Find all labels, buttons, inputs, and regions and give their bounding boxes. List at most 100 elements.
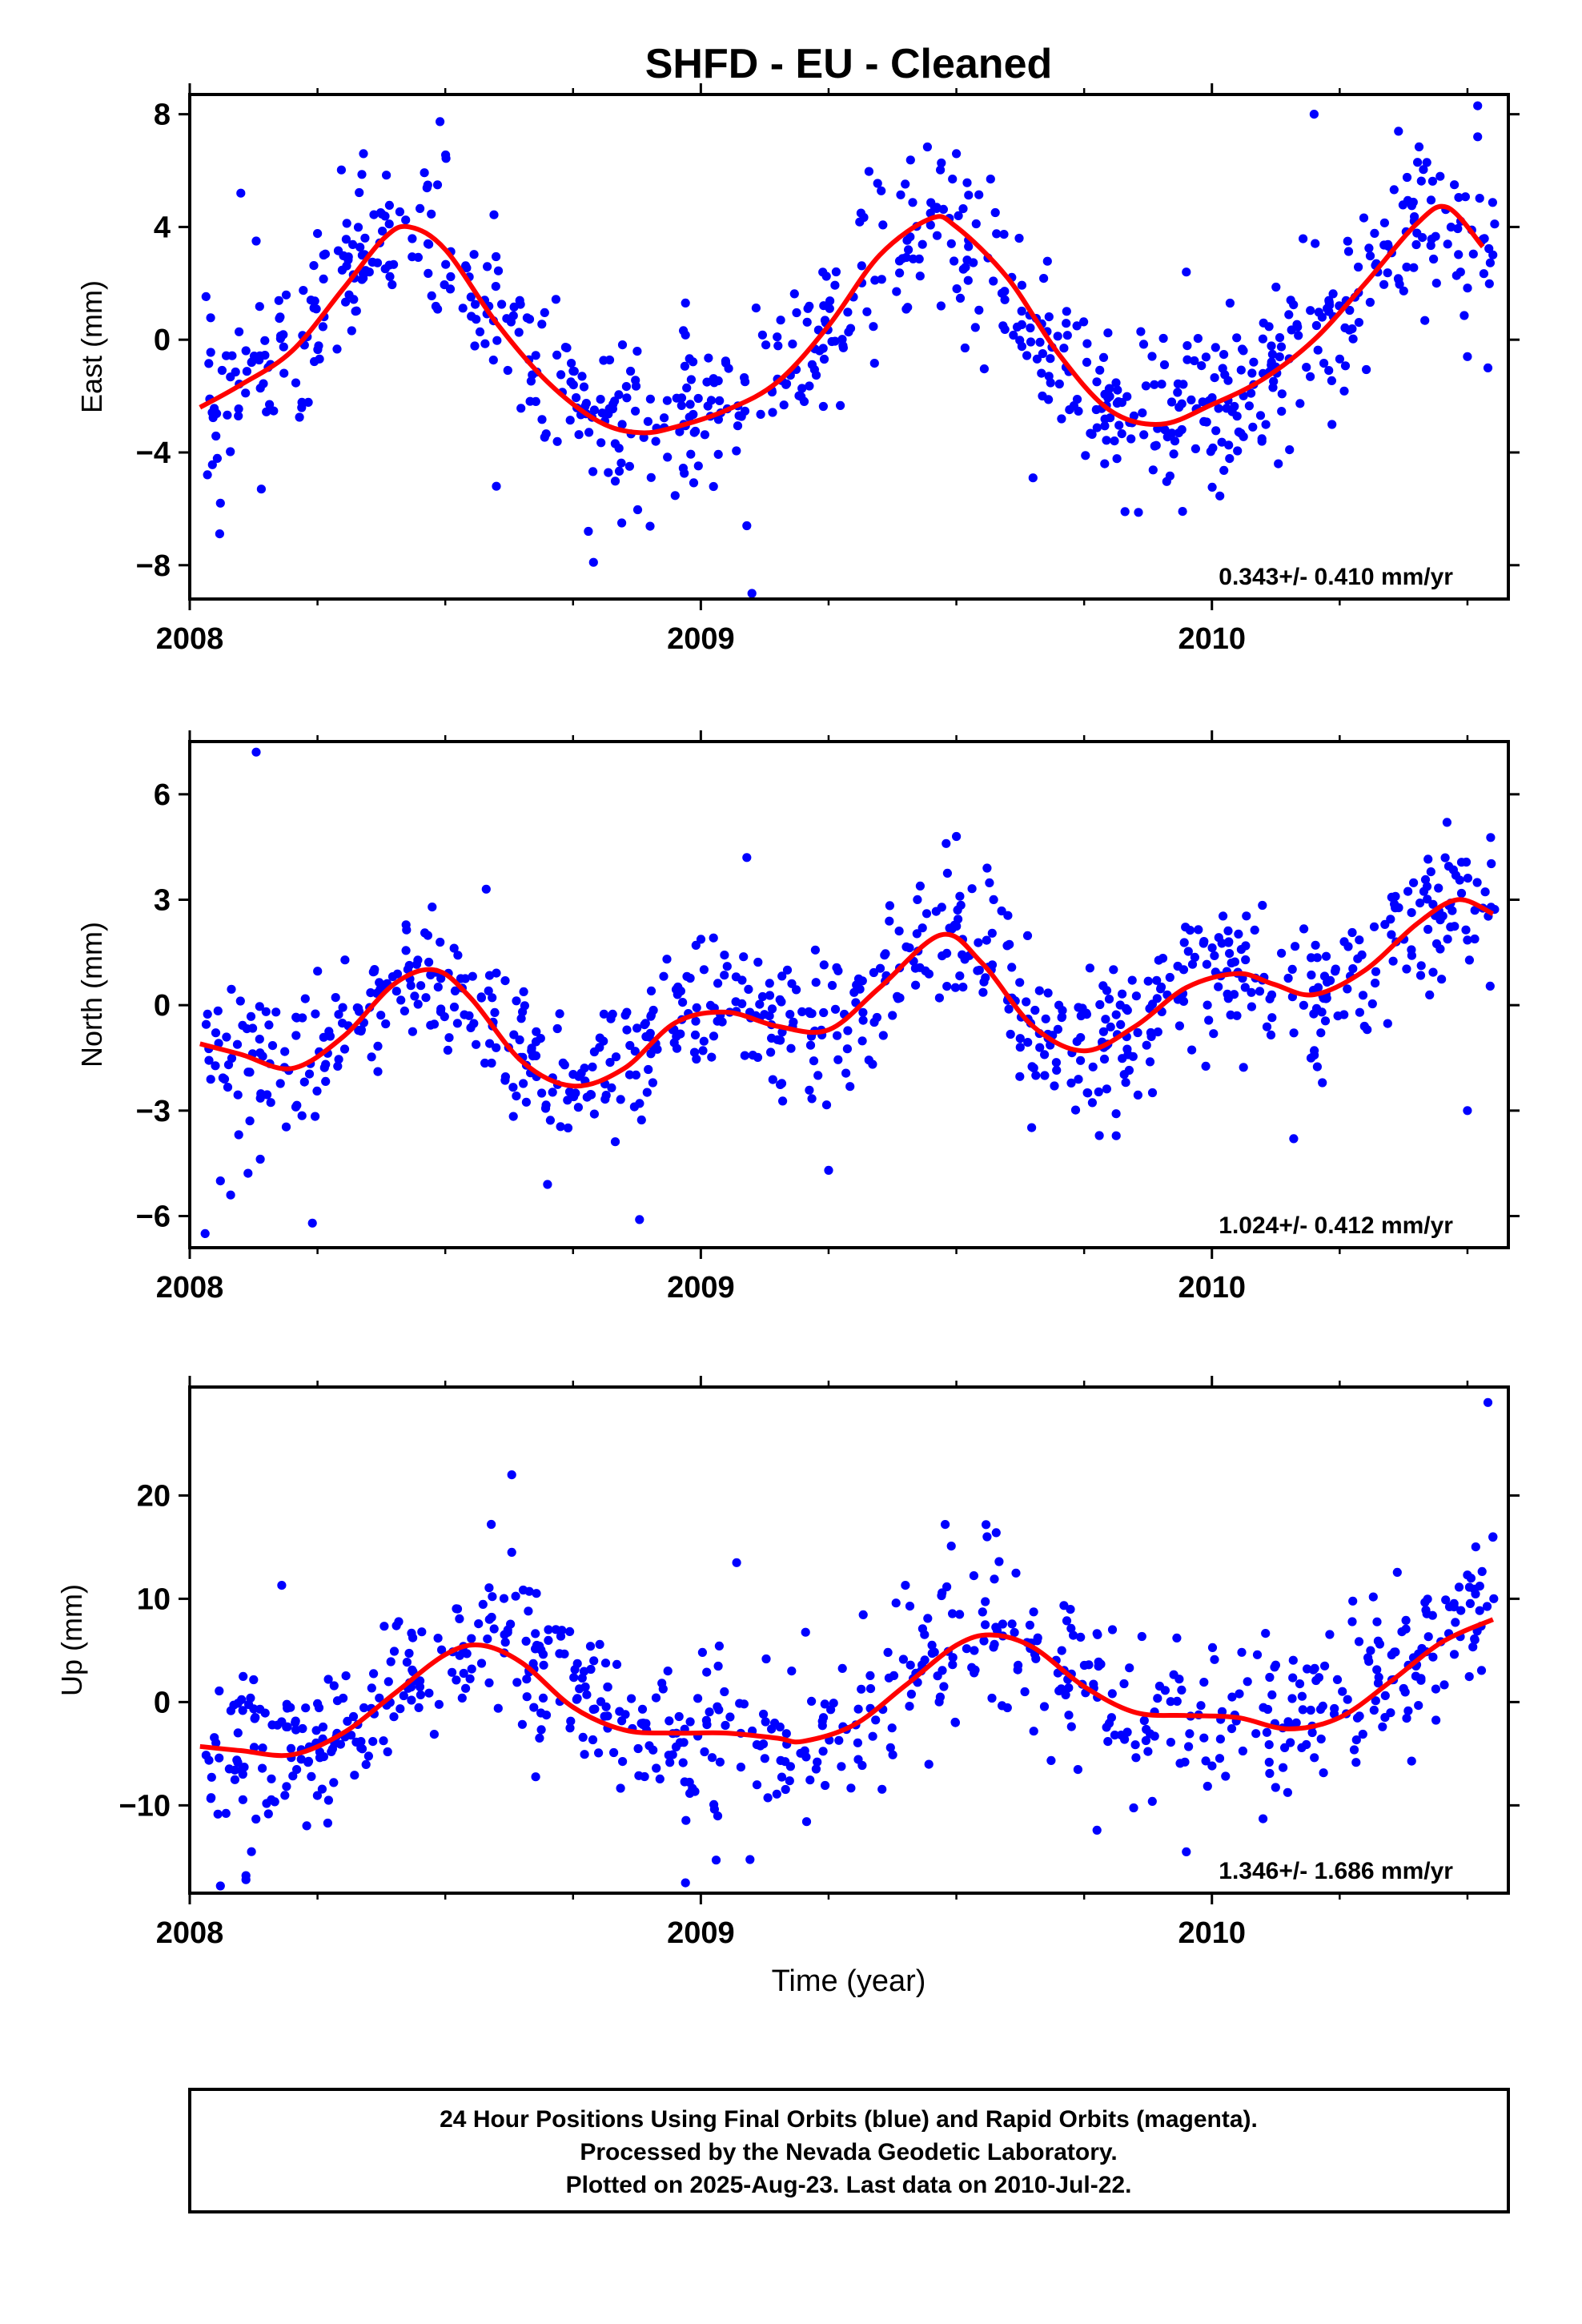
data-point (990, 1574, 999, 1584)
data-point (1358, 1729, 1367, 1739)
data-point (1422, 882, 1432, 891)
data-point (809, 365, 820, 375)
data-point (1199, 1678, 1209, 1687)
data-point (819, 354, 829, 364)
data-point (801, 1817, 812, 1827)
data-point (1267, 1013, 1277, 1023)
data-point (1182, 267, 1191, 277)
data-point (979, 977, 989, 987)
data-point (1450, 922, 1460, 931)
data-point (570, 1665, 580, 1675)
data-point (320, 249, 330, 259)
data-point (917, 239, 927, 249)
data-point (1237, 1647, 1247, 1657)
data-point (946, 239, 956, 248)
data-point (713, 1016, 722, 1026)
data-point (518, 1585, 528, 1595)
data-point (363, 1751, 373, 1761)
data-point (1311, 320, 1321, 331)
data-point (631, 406, 640, 416)
data-point (396, 1704, 405, 1714)
data-point (1440, 853, 1450, 862)
data-point (1128, 1051, 1138, 1061)
data-point (1306, 1705, 1315, 1715)
data-point (836, 400, 845, 410)
data-point (295, 412, 304, 422)
data-point (632, 347, 642, 356)
data-point (713, 1661, 723, 1671)
data-point (753, 957, 763, 967)
data-point (599, 356, 608, 365)
data-point (396, 995, 406, 1005)
data-point (436, 117, 445, 127)
data-point (1000, 295, 1010, 304)
data-point (1219, 911, 1228, 921)
data-point (1030, 1005, 1040, 1015)
data-point (997, 906, 1006, 916)
data-point (772, 1789, 781, 1799)
data-point (404, 1648, 414, 1659)
data-point (408, 1665, 417, 1675)
data-point (1066, 1722, 1076, 1731)
data-point (281, 290, 291, 300)
data-point (210, 404, 219, 413)
data-point (813, 1071, 823, 1080)
data-point (1470, 1634, 1480, 1644)
data-point (1420, 1598, 1430, 1607)
data-point (819, 1007, 829, 1018)
data-point (457, 1693, 467, 1703)
data-point (1096, 1659, 1106, 1669)
data-point (421, 993, 431, 1003)
data-point (565, 416, 575, 425)
data-point (685, 1777, 694, 1787)
data-point (235, 996, 245, 1006)
data-point (1487, 858, 1496, 869)
data-point (632, 1023, 642, 1033)
data-point (1327, 420, 1337, 429)
data-point (948, 175, 958, 184)
data-point (1429, 254, 1439, 264)
data-point (1409, 263, 1419, 272)
data-point (230, 1765, 239, 1775)
data-point (1412, 228, 1422, 238)
data-point (1449, 1650, 1460, 1659)
data-point (936, 301, 946, 311)
data-point (885, 1743, 895, 1752)
data-point (1386, 915, 1395, 924)
data-point (500, 1638, 510, 1647)
data-point (1415, 899, 1425, 908)
data-point (837, 1663, 847, 1673)
data-point (705, 1707, 714, 1717)
data-point (827, 980, 837, 991)
data-point (490, 1007, 500, 1017)
data-point (595, 1639, 604, 1649)
plot-area-up (199, 1397, 1499, 1891)
data-point (646, 986, 656, 995)
data-point (693, 393, 703, 404)
data-point (831, 267, 841, 277)
data-point (1130, 1740, 1140, 1750)
data-point (551, 1625, 560, 1634)
data-point (700, 1747, 709, 1757)
data-point (565, 1723, 575, 1733)
data-point (367, 1052, 376, 1062)
data-point (1426, 195, 1436, 205)
x-tick-label: 2009 (667, 1916, 735, 1950)
data-point (584, 526, 593, 537)
data-point (1127, 975, 1137, 985)
data-point (1324, 366, 1334, 376)
data-point (986, 175, 995, 184)
data-point (1355, 935, 1364, 945)
plot-area-east (199, 101, 1500, 598)
data-point (634, 1771, 644, 1780)
data-point (407, 1695, 416, 1705)
data-point (985, 878, 994, 887)
data-point (339, 1044, 350, 1054)
rate-annotation-up: 1.346+/- 1.686 mm/yr (1219, 1858, 1453, 1884)
data-point (292, 1013, 302, 1023)
data-point (982, 863, 992, 873)
data-point (1035, 1043, 1045, 1052)
data-point (1277, 406, 1287, 416)
data-point (958, 983, 968, 992)
data-point (241, 1875, 251, 1884)
